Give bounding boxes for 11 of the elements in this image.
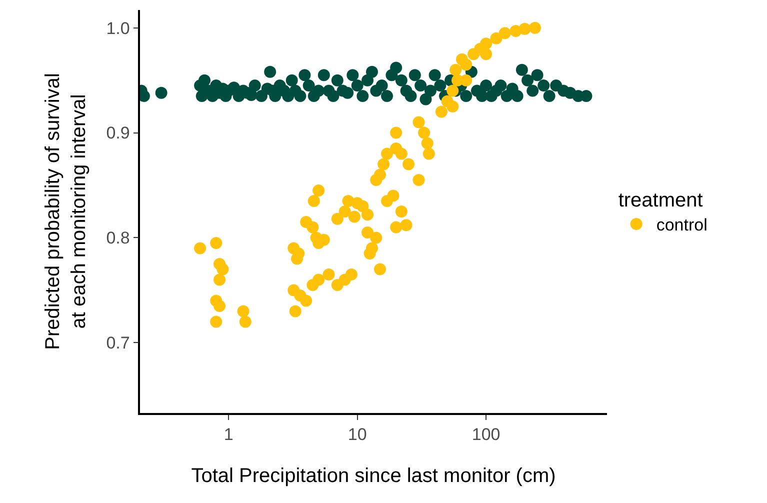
x-tick-label: 10 [348,425,367,444]
legend-label: control [656,216,708,235]
y-tick-label: 0.7 [106,334,130,353]
x-tick-label: 1 [224,425,234,444]
y-tick-label: 1.0 [106,18,130,38]
legend-title: treatment [618,190,704,212]
x-tick-label: 100 [472,425,500,444]
y-tick-label: 0.9 [106,124,130,143]
y-axis-title: Predicted probability of survival at each monitoring interval [42,73,90,350]
x-axis-title: Total Precipitation since last monitor (cm) [191,465,556,488]
y-tick-label: 0.8 [106,228,130,248]
